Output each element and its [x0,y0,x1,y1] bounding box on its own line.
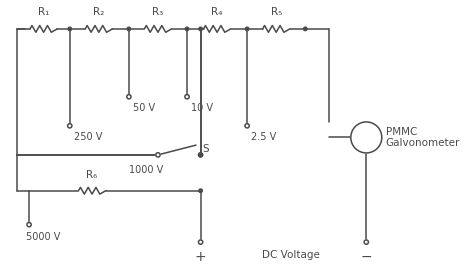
Circle shape [68,124,72,128]
Text: 50 V: 50 V [133,103,155,113]
Circle shape [199,189,202,192]
Circle shape [351,122,382,153]
Circle shape [127,27,131,31]
Circle shape [246,27,249,31]
Circle shape [364,240,368,244]
Text: Galvonometer: Galvonometer [386,138,460,148]
Circle shape [127,95,131,99]
Circle shape [27,222,31,227]
Text: R₅: R₅ [271,7,282,17]
Text: S: S [202,144,209,154]
Circle shape [199,240,203,244]
Text: R₆: R₆ [86,170,98,180]
Circle shape [303,27,307,31]
Text: 2.5 V: 2.5 V [251,132,276,142]
Text: −: − [361,250,372,264]
Circle shape [245,124,249,128]
Text: 1000 V: 1000 V [129,165,163,174]
Circle shape [185,27,189,31]
Text: 10 V: 10 V [191,103,213,113]
Text: R₁: R₁ [38,7,49,17]
Text: 250 V: 250 V [73,132,102,142]
Circle shape [156,153,160,157]
Circle shape [185,95,189,99]
Circle shape [68,27,72,31]
Text: R₃: R₃ [152,7,164,17]
Circle shape [199,27,202,31]
Text: PMMC: PMMC [386,126,417,137]
Circle shape [199,153,202,157]
Text: DC Voltage: DC Voltage [262,250,319,260]
Text: 5000 V: 5000 V [26,232,61,242]
Circle shape [199,153,203,157]
Text: R₄: R₄ [211,7,223,17]
Text: R₂: R₂ [93,7,104,17]
Text: +: + [195,250,206,264]
